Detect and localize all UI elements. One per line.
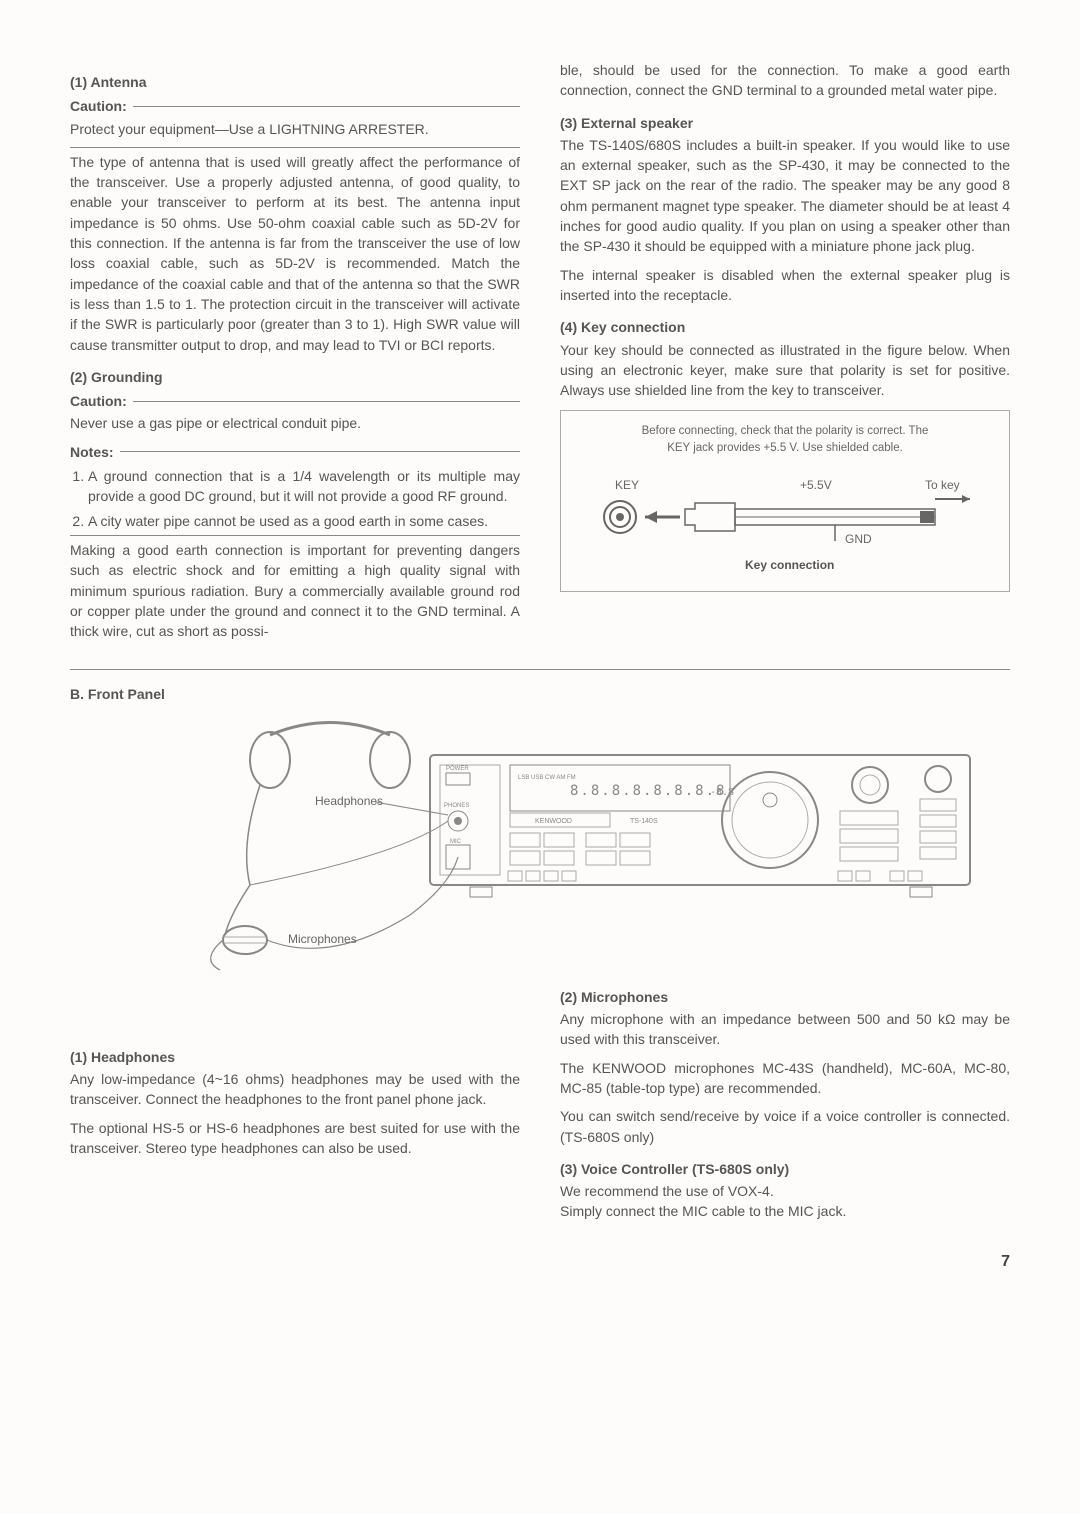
left-column: (1) Antenna Caution: Protect your equipm… <box>70 60 520 649</box>
voice-body2: Simply connect the MIC cable to the MIC … <box>560 1201 1010 1221</box>
caution-label-2: Caution: <box>70 391 520 411</box>
voltage-label: +5.5V <box>800 478 832 492</box>
key-label: KEY <box>615 478 639 492</box>
key-body: Your key should be connected as illustra… <box>560 340 1010 401</box>
key-title: (4) Key connection <box>560 317 1010 337</box>
section-divider <box>70 669 1010 670</box>
antenna-body: The type of antenna that is used will gr… <box>70 152 520 355</box>
bottom-right-col: (2) Microphones Any microphone with an i… <box>560 975 1010 1230</box>
grounding-cont: ble, should be used for the connection. … <box>560 60 1010 101</box>
svg-text:TS-140S: TS-140S <box>630 818 658 825</box>
headphones-title: (1) Headphones <box>70 1047 520 1067</box>
bottom-left-col: (1) Headphones Any low-impedance (4~16 o… <box>70 975 520 1230</box>
note-2: A city water pipe cannot be used as a go… <box>88 511 520 531</box>
tokey-label: To key <box>925 478 960 492</box>
caution-text: Protect your equipment—Use a LIGHTNING A… <box>70 119 520 139</box>
notes-list: A ground connection that is a 1/4 wavele… <box>70 466 520 531</box>
grounding-body: Making a good earth connection is import… <box>70 540 520 641</box>
voice-body1: We recommend the use of VOX-4. <box>560 1181 1010 1201</box>
grounding-title: (2) Grounding <box>70 367 520 387</box>
svg-text:8.8.8.8.8.8.8.8: 8.8.8.8.8.8.8.8 <box>570 783 726 799</box>
gnd-label: GND <box>845 532 872 546</box>
grounding-caution: Never use a gas pipe or electrical condu… <box>70 413 520 433</box>
key-diagram: KEY +5.5V To key <box>573 469 997 579</box>
microphones-title: (2) Microphones <box>560 987 1010 1007</box>
microphones-label: Microphones <box>288 932 357 946</box>
divider <box>70 535 520 536</box>
mic-body2: The KENWOOD microphones MC-43S (handheld… <box>560 1058 1010 1099</box>
svg-text:PHONES: PHONES <box>444 803 469 809</box>
speaker-body1: The TS-140S/680S includes a built-in spe… <box>560 135 1010 257</box>
right-column: ble, should be used for the connection. … <box>560 60 1010 649</box>
mic-body1: Any microphone with an impedance between… <box>560 1009 1010 1050</box>
front-panel-title: B. Front Panel <box>70 684 1010 704</box>
lower-columns: (1) Headphones Any low-impedance (4~16 o… <box>70 975 1010 1230</box>
upper-columns: (1) Antenna Caution: Protect your equipm… <box>70 60 1010 649</box>
diagram-caption: Key connection <box>745 558 834 572</box>
notes-label: Notes: <box>70 442 520 462</box>
diagram-instruction: Before connecting, check that the polari… <box>637 423 934 456</box>
divider <box>70 147 520 148</box>
svg-text:POWER: POWER <box>446 766 469 772</box>
svg-text:KENWOOD: KENWOOD <box>535 818 572 825</box>
headphones-label: Headphones <box>315 794 383 808</box>
headphones-body2: The optional HS-5 or HS-6 headphones are… <box>70 1118 520 1159</box>
speaker-body2: The internal speaker is disabled when th… <box>560 265 1010 306</box>
mic-body3: You can switch send/receive by voice if … <box>560 1106 1010 1147</box>
headphones-icon <box>225 722 410 935</box>
speaker-title: (3) External speaker <box>560 113 1010 133</box>
key-diagram-box: Before connecting, check that the polari… <box>560 410 1010 591</box>
svg-text:LSB USB CW AM FM: LSB USB CW AM FM <box>518 775 576 781</box>
page-number: 7 <box>70 1250 1010 1273</box>
headphones-body1: Any low-impedance (4~16 ohms) headphones… <box>70 1069 520 1110</box>
voice-title: (3) Voice Controller (TS-680S only) <box>560 1159 1010 1179</box>
note-1: A ground connection that is a 1/4 wavele… <box>88 466 520 507</box>
caution-label: Caution: <box>70 96 520 116</box>
antenna-title: (1) Antenna <box>70 72 520 92</box>
front-panel-illustration: Headphones POWER PHONES MIC 8.8.8.8.8.8.… <box>70 715 1010 975</box>
svg-text:MIC: MIC <box>450 839 462 845</box>
